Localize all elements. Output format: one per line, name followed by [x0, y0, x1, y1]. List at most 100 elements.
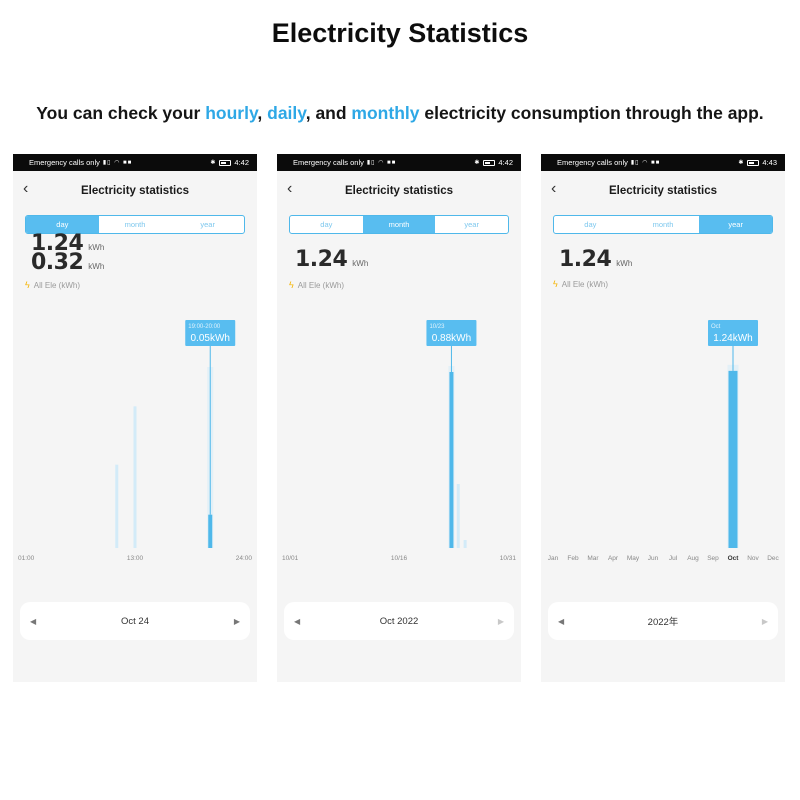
chart-canvas: Oct 1.24kWh Jan Feb Mar Apr May Jun Jul Aug Sep Oct…: [548, 320, 780, 562]
app-title: Electricity statistics: [608, 185, 718, 197]
status-bar: Emergency calls only ▮▯ ◠ ■■ ✱ 4:43: [541, 154, 785, 171]
next-arrow-icon[interactable]: ▶: [761, 616, 768, 626]
legend-label: All Ele (kWh): [33, 280, 80, 290]
x-tick-label: 13:00: [127, 555, 144, 562]
clock: 4:42: [498, 158, 513, 167]
tooltip-value: 0.88kWh: [432, 333, 471, 344]
clock: 4:43: [762, 158, 777, 167]
subtitle-highlight: monthly: [351, 103, 420, 123]
secondary-reading: 0.32 kWh: [31, 250, 104, 275]
x-tick-label: Aug: [687, 555, 699, 562]
x-tick-label: 24:00: [236, 555, 253, 562]
bluetooth-icon: ✱: [738, 160, 745, 166]
page-title: Electricity Statistics: [271, 18, 529, 48]
date-label[interactable]: Oct 2022: [379, 615, 419, 627]
chart-bar: [449, 372, 454, 548]
tab-year[interactable]: year: [699, 216, 772, 233]
phone-screen-month: Emergency calls only ▮▯ ◠ ■■ ✱ 4:42 ‹ El…: [277, 154, 521, 682]
lightning-icon: ϟ: [25, 280, 30, 290]
back-chevron-icon[interactable]: ‹: [287, 180, 293, 197]
x-tick-label: May: [627, 555, 640, 562]
carrier-text: Emergency calls only: [29, 158, 100, 167]
reading-unit: kWh: [88, 262, 105, 271]
tab-year[interactable]: year: [464, 220, 479, 229]
date-label[interactable]: Oct 24: [121, 615, 149, 627]
total-reading: 1.24 kWh: [31, 231, 104, 256]
chart-bar: [456, 484, 460, 548]
battery-icon: [747, 159, 760, 166]
phone-screen-day: Emergency calls only ▮▯ ◠ ■■ ✱ 4:42 ‹ El…: [13, 154, 257, 682]
reading-value: 1.24: [559, 247, 612, 272]
prev-arrow-icon[interactable]: ◀: [30, 616, 37, 626]
monthly-chart: Oct 1.24kWh Jan Feb Mar Apr May Jun Jul Aug Sep Oct…: [541, 314, 785, 564]
total-reading: 1.24 kWh: [559, 247, 632, 272]
clock: 4:42: [234, 158, 249, 167]
x-tick-label: Apr: [608, 555, 619, 562]
x-tick-label: Feb: [567, 555, 579, 562]
tab-day[interactable]: day: [320, 220, 333, 229]
chart-legend: ϟ All Ele (kWh): [25, 280, 80, 290]
daily-chart: 10/23 0.88kWh 10/01 10/16 10/31: [277, 314, 521, 564]
page-subtitle: You can check your hourly, daily, and mo…: [0, 103, 800, 124]
reading-value: 1.24: [295, 247, 348, 272]
x-tick-label: Dec: [767, 555, 779, 562]
bluetooth-icon: ✱: [210, 160, 217, 166]
tooltip-box: [185, 320, 236, 346]
phone-screen-year: Emergency calls only ▮▯ ◠ ■■ ✱ 4:43 ‹ El…: [541, 154, 785, 682]
period-tabs: day month year: [25, 215, 245, 234]
signal-icon: ▮▯ ◠ ■■: [630, 160, 661, 166]
app-bar: ‹ Electricity statistics: [13, 171, 257, 211]
chart-bar: [115, 464, 119, 548]
lightning-icon: ϟ: [289, 280, 294, 290]
tab-year[interactable]: year: [200, 220, 215, 229]
tab-month[interactable]: month: [362, 216, 436, 233]
chart-bar: [133, 406, 137, 548]
signal-icon: ▮▯ ◠ ■■: [102, 160, 133, 166]
total-reading: 1.24 kWh: [295, 247, 368, 272]
status-bar: Emergency calls only ▮▯ ◠ ■■ ✱ 4:42: [13, 154, 257, 171]
status-bar: Emergency calls only ▮▯ ◠ ■■ ✱ 4:42: [277, 154, 521, 171]
subtitle-text: ,: [257, 103, 268, 123]
tooltip-box: [708, 320, 758, 346]
tooltip-value: 0.05kWh: [191, 333, 230, 344]
x-tick-label: Jul: [669, 555, 678, 562]
x-tick-label: Nov: [747, 555, 759, 562]
next-arrow-icon[interactable]: ▶: [497, 616, 504, 626]
tooltip-value: 1.24kWh: [713, 333, 752, 344]
app-bar: ‹ Electricity statistics: [277, 171, 521, 211]
date-navigator: ◀ Oct 2022 ▶: [284, 602, 514, 640]
subtitle-text: electricity consumption through the app.: [419, 103, 764, 123]
app-title: Electricity statistics: [344, 185, 454, 197]
app-title: Electricity statistics: [80, 185, 190, 197]
tab-day[interactable]: day: [584, 220, 597, 229]
signal-icon: ▮▯ ◠ ■■: [366, 160, 397, 166]
tab-month[interactable]: month: [652, 220, 674, 229]
tooltip-period: 10/23: [429, 324, 445, 330]
subtitle-highlight: hourly: [205, 103, 258, 123]
next-arrow-icon[interactable]: ▶: [233, 616, 240, 626]
period-tabs: day month year: [289, 215, 509, 234]
chart-legend: ϟ All Ele (kWh): [553, 279, 608, 289]
date-label[interactable]: 2022年: [647, 617, 679, 628]
prev-arrow-icon[interactable]: ◀: [294, 616, 301, 626]
tab-month[interactable]: month: [124, 220, 146, 229]
subtitle-text: You can check your: [36, 103, 206, 123]
x-tick-label: 10/16: [391, 555, 408, 562]
x-tick-label: 01:00: [18, 555, 35, 562]
prev-arrow-icon[interactable]: ◀: [558, 616, 565, 626]
bluetooth-icon: ✱: [474, 160, 481, 166]
x-tick-label: Sep: [707, 555, 719, 562]
back-chevron-icon[interactable]: ‹: [551, 180, 557, 197]
chart-bar: [728, 370, 738, 548]
tab-day[interactable]: day: [26, 216, 99, 233]
tooltip-period: 19:00-20:00: [188, 324, 221, 330]
back-chevron-icon[interactable]: ‹: [23, 180, 29, 197]
chart-bar: [208, 514, 213, 548]
chart-bar: [463, 540, 467, 548]
x-tick-label: 10/01: [282, 555, 299, 562]
lightning-icon: ϟ: [553, 279, 558, 289]
reading-unit: kWh: [616, 259, 633, 268]
tooltip-period: Oct: [711, 324, 721, 330]
carrier-text: Emergency calls only: [293, 158, 364, 167]
chart-legend: ϟ All Ele (kWh): [289, 280, 344, 290]
